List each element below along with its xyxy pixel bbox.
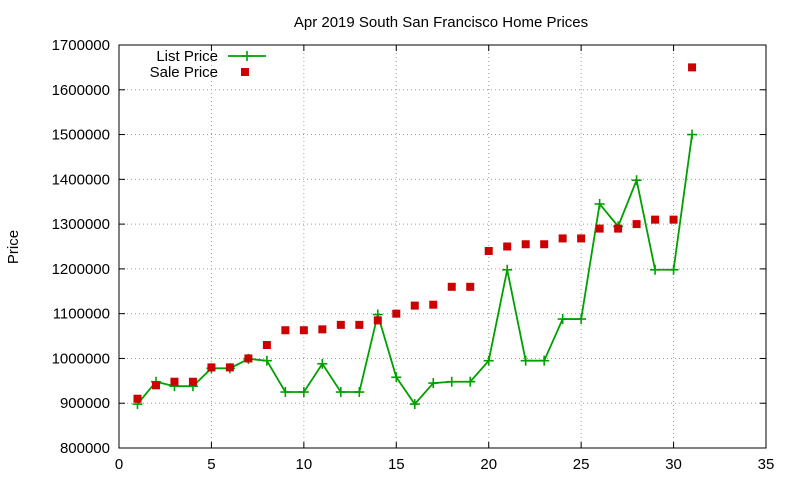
y-tick-label: 900000 [60, 395, 110, 412]
legend: List Price Sale Price [150, 48, 266, 81]
sale-price-point [521, 240, 530, 249]
list-price-point [557, 314, 568, 325]
legend-marker [241, 68, 249, 76]
list-price-point [446, 376, 457, 387]
list-price-point [502, 264, 513, 275]
list-price-point [465, 376, 476, 387]
x-tick-label: 15 [388, 456, 405, 473]
sale-price-point [632, 220, 641, 229]
x-tick-label: 30 [665, 456, 682, 473]
sale-price-point [151, 381, 160, 390]
y-axis: 800000 900000 1000000 1100000 1200000 1300000… [52, 37, 766, 457]
sale-price-point [170, 377, 179, 386]
list-price-point [428, 378, 439, 389]
y-tick-label: 1200000 [52, 261, 110, 278]
list-price-point [335, 387, 346, 398]
x-tick-label: 35 [758, 456, 775, 473]
plot-area [118, 44, 767, 449]
sale-price-point [299, 326, 308, 335]
x-tick-label: 5 [207, 456, 215, 473]
sale-price-point [410, 301, 419, 310]
list-price-point [631, 175, 642, 186]
legend-label-sale-price: Sale Price [150, 64, 218, 81]
sale-price-point [133, 394, 142, 403]
sale-price-point [669, 215, 678, 224]
list-price-point [594, 198, 605, 209]
x-tick-label: 10 [296, 456, 313, 473]
list-price-point [354, 387, 365, 398]
y-axis-label: Price [5, 230, 22, 264]
list-price-point [391, 372, 402, 383]
sale-price-point [188, 377, 197, 386]
sale-price-point [207, 363, 216, 372]
list-price-point [483, 355, 494, 366]
x-tick-label: 25 [573, 456, 590, 473]
list-price-point [576, 314, 587, 325]
list-price-point [280, 387, 291, 398]
list-price-point [520, 355, 531, 366]
sale-price-point [595, 224, 604, 233]
sale-price-point [466, 282, 475, 291]
sale-price-point [447, 282, 456, 291]
sale-price-point [318, 325, 327, 334]
sale-price-point [244, 354, 253, 363]
y-tick-label: 800000 [60, 440, 110, 457]
sale-price-point [558, 234, 567, 243]
list-price-point [668, 264, 679, 275]
sale-price-point [262, 341, 271, 350]
sale-price-point [503, 242, 512, 251]
list-price-point [650, 264, 661, 275]
sale-price-point [429, 300, 438, 309]
sale-price-point [484, 246, 493, 255]
list-price-point [539, 355, 550, 366]
legend-swatch-list-price [228, 51, 266, 61]
sale-price-point [355, 320, 364, 329]
series-list-price [132, 129, 698, 410]
legend-marker [242, 51, 252, 61]
list-price-point [687, 129, 698, 140]
sale-price-point [651, 215, 660, 224]
sale-price-point [577, 234, 586, 243]
legend-swatch-sale-price [241, 68, 249, 76]
x-tick-label: 20 [480, 456, 497, 473]
sale-price-point [373, 316, 382, 325]
sale-price-point [392, 309, 401, 318]
x-tick-label: 0 [115, 456, 123, 473]
grid-lines [119, 45, 766, 448]
sale-price-point [614, 224, 623, 233]
list-price-point [298, 387, 309, 398]
sale-price-point [688, 63, 697, 72]
list-price-point [261, 355, 272, 366]
x-axis: 0 5 10 15 20 25 30 35 [115, 45, 775, 473]
y-tick-label: 1500000 [52, 127, 110, 144]
sale-price-point [225, 363, 234, 372]
list-price-point [317, 358, 328, 369]
sale-price-point [540, 240, 549, 249]
list-price-point [409, 399, 420, 410]
sale-price-point [281, 326, 290, 335]
y-tick-label: 1300000 [52, 216, 110, 233]
y-tick-label: 1000000 [52, 350, 110, 367]
list-price-line [136, 134, 693, 406]
series-sale-price [133, 63, 697, 403]
series-layer [132, 63, 698, 410]
legend-label-list-price: List Price [156, 48, 218, 65]
y-tick-label: 1700000 [52, 37, 110, 54]
y-tick-label: 1400000 [52, 171, 110, 188]
sale-price-point [336, 320, 345, 329]
chart-title: Apr 2019 South San Francisco Home Prices [294, 14, 588, 31]
y-tick-label: 1600000 [52, 82, 110, 99]
y-tick-label: 1100000 [53, 306, 110, 323]
